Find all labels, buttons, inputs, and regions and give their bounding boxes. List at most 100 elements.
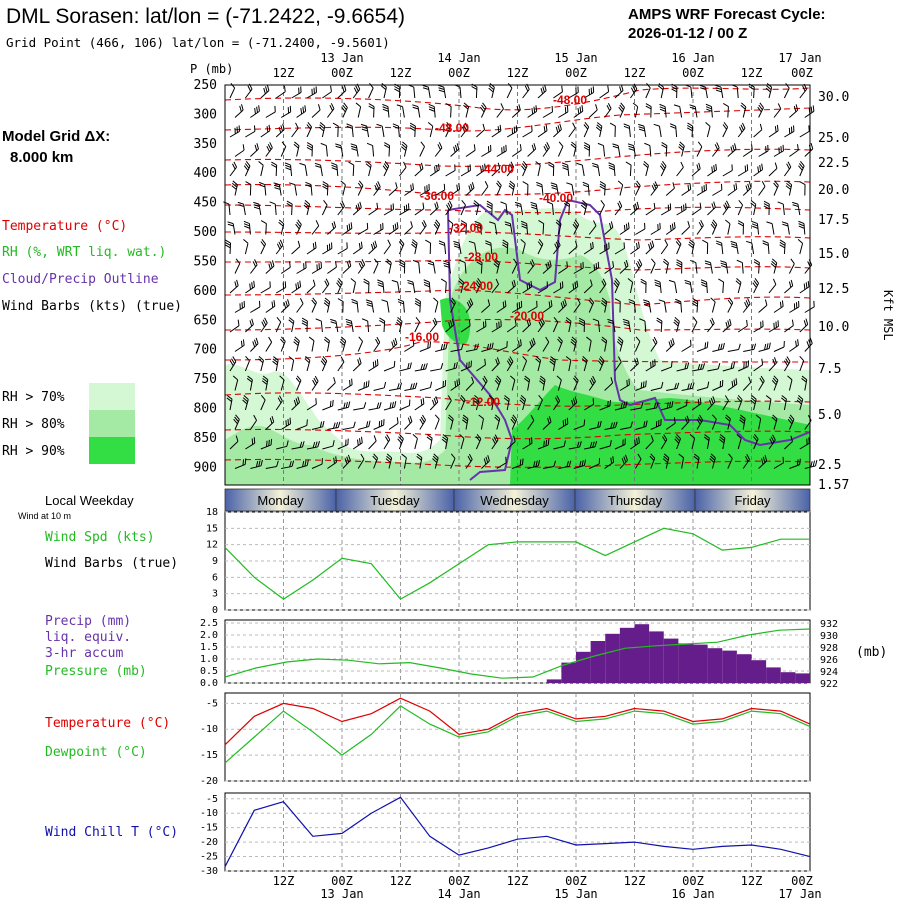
model-grid-label: Model Grid ΔX:	[2, 128, 110, 145]
panel-ytick: 0	[212, 605, 218, 616]
wind-barb	[481, 144, 492, 157]
top-tick-label: 12Z	[507, 66, 529, 80]
height-axis-title: Kft MSL	[881, 290, 895, 341]
legend-cloud-outline: Cloud/Precip Outline	[2, 272, 159, 287]
wind-barb	[542, 105, 553, 118]
wind-barb	[609, 122, 616, 138]
pressure-tick: 600	[194, 284, 217, 299]
wind-barb	[634, 336, 641, 352]
wind-barb	[234, 104, 244, 118]
wind-barb	[705, 103, 713, 118]
wind-barb	[306, 142, 313, 157]
precip-bar	[795, 673, 810, 683]
wind-barb	[306, 441, 320, 450]
legend-rh70: RH > 70%	[2, 390, 65, 405]
height-tick-labels: 30.0 25.0 22.5 20.0 17.5 15.0 12.5 10.0 7.5 5.0 2.…	[818, 90, 849, 493]
wind-barb	[537, 124, 548, 138]
top-tick-label: 00Z	[565, 66, 587, 80]
wind-barb	[260, 84, 270, 99]
wind-barb	[671, 83, 678, 99]
wind-barb	[630, 436, 640, 450]
pressure-tick: 800	[194, 402, 217, 417]
wind-barb	[614, 242, 625, 255]
wind-barb	[321, 200, 328, 216]
wind-barb	[459, 394, 466, 411]
pressure-tick: 250	[194, 78, 217, 93]
wind-barb	[658, 299, 667, 313]
wind-barb	[635, 420, 648, 430]
wind-barb	[303, 200, 311, 216]
wind-barb	[508, 180, 516, 196]
wind-barb	[643, 161, 649, 177]
wind-barb	[735, 277, 742, 294]
wind-barb	[419, 220, 427, 235]
wind-barb	[414, 317, 421, 333]
wind-barb	[614, 356, 622, 372]
wind-barb	[460, 164, 471, 177]
wind-barb	[350, 143, 359, 157]
height-tick: 12.5	[818, 282, 849, 297]
temperature-label: Temperature (°C)	[45, 716, 170, 731]
wind-barb	[589, 420, 602, 430]
panel-ytick: -5	[206, 698, 218, 709]
wind-barb	[506, 83, 513, 99]
wind-barb	[265, 142, 273, 157]
wind-barb	[537, 84, 547, 99]
wind-barb	[681, 415, 690, 430]
wind-barb	[342, 454, 351, 469]
wind-barb	[368, 103, 375, 118]
wind-barb	[491, 124, 502, 138]
wind-barb	[512, 458, 524, 469]
wind-barb	[724, 414, 731, 430]
wind-barb	[796, 394, 804, 411]
wind-barb	[619, 260, 629, 274]
wind-barb	[783, 161, 792, 177]
precip-bar	[663, 638, 679, 683]
pressure-tick: 450	[194, 196, 217, 211]
wind-barb	[712, 379, 724, 391]
wind-barb	[460, 319, 471, 333]
wind-barb	[758, 455, 768, 469]
wind-barb	[306, 398, 317, 411]
wind-barb	[223, 201, 231, 216]
wind-barb	[777, 201, 785, 216]
wind-barb	[542, 300, 553, 313]
wind-barb	[506, 356, 514, 372]
wind-barb	[742, 376, 752, 391]
wind-barb	[634, 180, 641, 196]
wind-barb	[522, 437, 533, 450]
wind-barb	[650, 381, 664, 391]
wind-barb	[352, 241, 363, 255]
temp-panel: -5 -10 -15 -20	[200, 693, 811, 787]
wind-barb	[327, 261, 337, 274]
wind-barb	[336, 277, 343, 294]
wind-barb	[789, 339, 799, 352]
wind-barb	[742, 144, 753, 157]
wind-barb	[616, 336, 624, 352]
wind-barb	[445, 362, 458, 372]
wind-barb	[798, 220, 806, 235]
wind-barb	[737, 220, 744, 235]
wind-barb	[773, 456, 784, 469]
wind-barb	[773, 180, 779, 196]
wind-barb	[450, 343, 464, 352]
wind-barb	[736, 394, 743, 411]
wind-barb	[488, 395, 495, 411]
precip-bar	[736, 654, 752, 683]
wind-barb	[229, 319, 240, 333]
wind-barb	[373, 419, 385, 430]
wind-barb	[337, 438, 349, 450]
wind-barb	[491, 357, 500, 372]
wind-barb	[273, 182, 282, 196]
wind-barb	[722, 362, 736, 372]
wind-barb	[485, 240, 493, 255]
pressure-tick: 500	[194, 225, 217, 240]
rh90-region-small	[440, 298, 471, 345]
wind-barb	[711, 414, 717, 430]
top-tick-label: 12Z	[741, 66, 763, 80]
wind-barb	[322, 242, 333, 255]
wind-barb	[763, 200, 770, 216]
wind-barb	[430, 363, 444, 372]
wind-barb	[229, 161, 238, 177]
wind-barb	[419, 381, 433, 391]
